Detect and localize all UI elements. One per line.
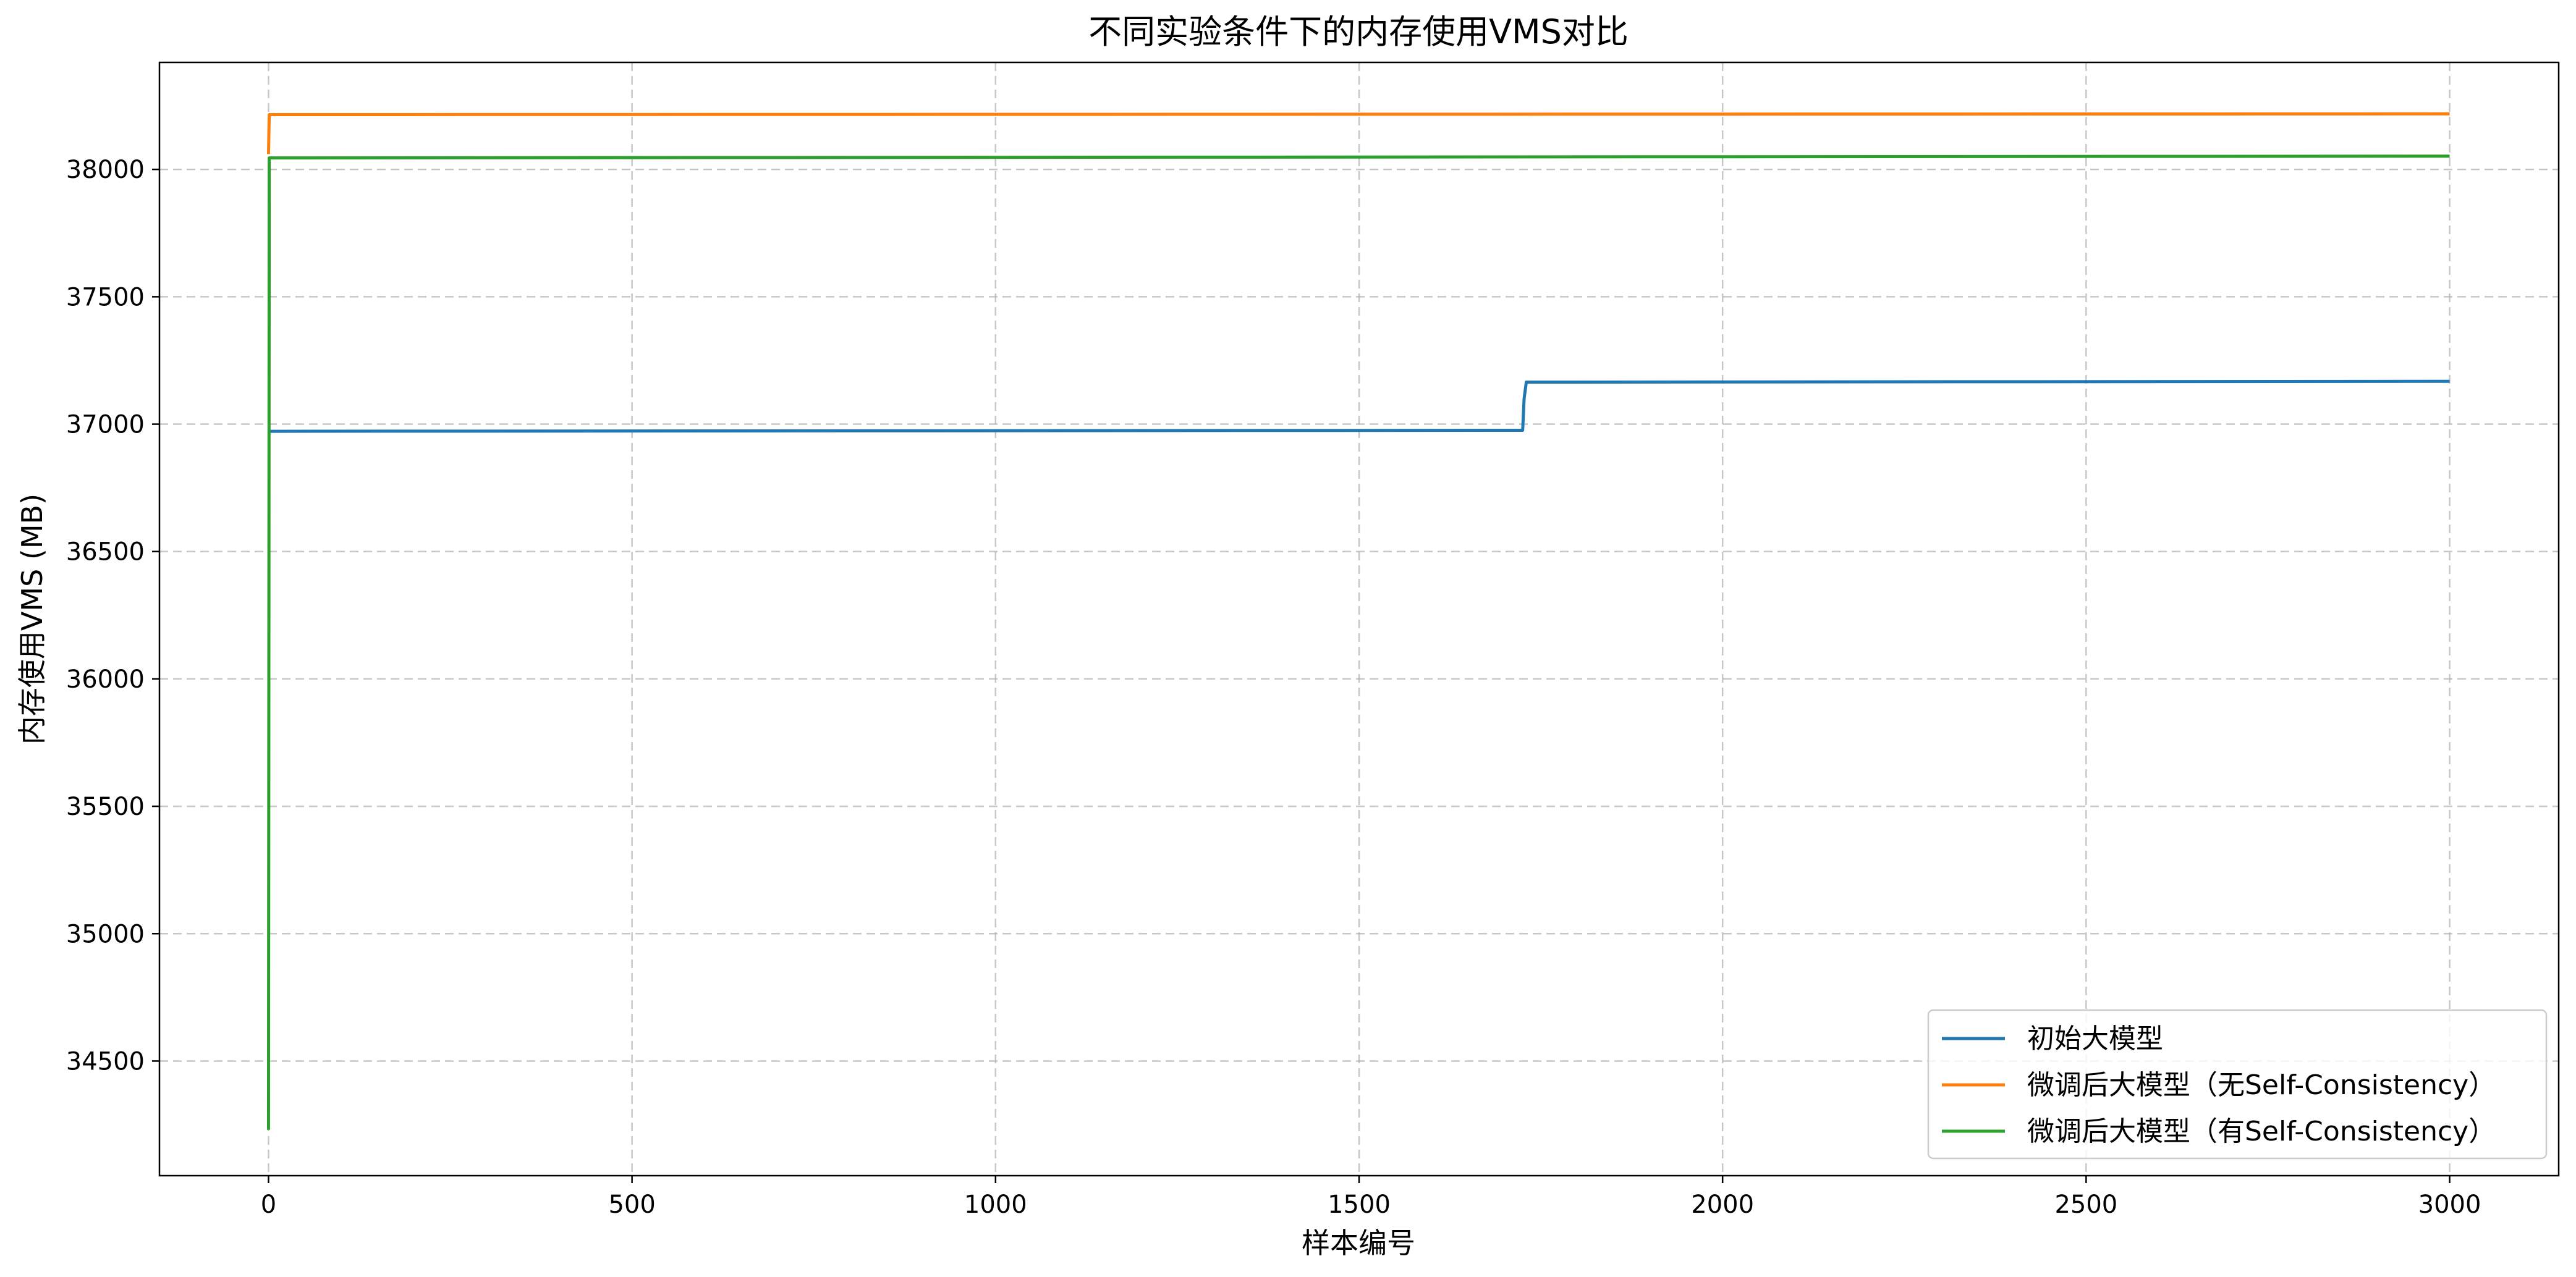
series-line-2: [266, 112, 2450, 154]
x-tick-label: 0: [261, 1191, 276, 1219]
x-axis: 0 500 1000 1500 2000 2500 3000: [261, 1176, 2481, 1219]
x-tick-label: 3000: [2418, 1191, 2481, 1219]
x-tick-label: 1500: [1328, 1191, 1391, 1219]
y-tick-label: 37500: [66, 283, 145, 311]
x-axis-label: 样本编号: [1302, 1226, 1415, 1260]
chart-title: 不同实验条件下的内存使用VMS对比: [1088, 12, 1629, 51]
x-tick-label: 2500: [2054, 1191, 2117, 1219]
x-tick-label: 1000: [964, 1191, 1027, 1219]
x-tick-label: 2000: [1691, 1191, 1754, 1219]
x-tick-label: 500: [608, 1191, 655, 1219]
y-axis: 34500 35000 35500 36000 36500 37000 37500 38000: [66, 156, 159, 1076]
legend-label-1: 初始大模型: [2027, 1023, 2163, 1055]
legend-box: [1927, 1009, 2548, 1160]
y-tick-label: 36500: [66, 538, 145, 567]
y-axis-label: 内存使用VMS (MB): [15, 494, 49, 744]
legend-label-3: 微调后大模型（有Self-Consistency）: [2027, 1116, 2496, 1147]
y-tick-label: 36000: [66, 665, 145, 694]
y-tick-label: 37000: [66, 411, 145, 439]
y-tick-label: 38000: [66, 156, 145, 184]
y-tick-label: 35000: [66, 920, 145, 948]
legend-label-2: 微调后大模型（无Self-Consistency）: [2027, 1069, 2496, 1101]
series-line-3: [266, 154, 2450, 1130]
y-tick-label: 34500: [66, 1047, 145, 1076]
y-tick-label: 35500: [66, 793, 145, 821]
series-lines: [266, 112, 2450, 1130]
